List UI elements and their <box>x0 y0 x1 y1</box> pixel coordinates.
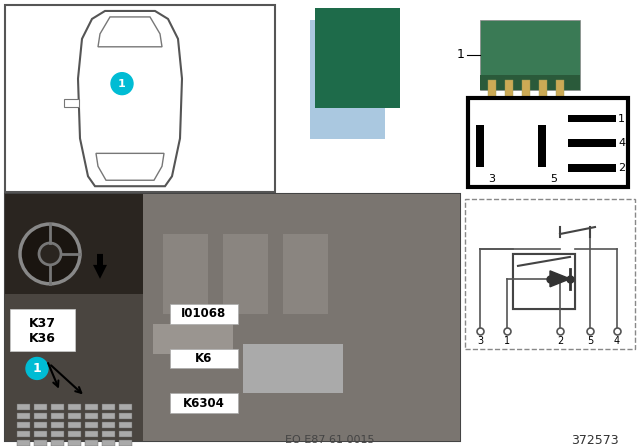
Polygon shape <box>550 271 570 287</box>
Text: 4: 4 <box>614 336 620 345</box>
Bar <box>102 413 115 419</box>
Text: 4: 4 <box>618 138 625 148</box>
Text: 1: 1 <box>457 48 465 61</box>
Bar <box>119 404 132 410</box>
Bar <box>68 413 81 419</box>
Bar <box>5 194 460 441</box>
Bar <box>17 440 30 446</box>
Text: 2: 2 <box>557 336 563 345</box>
Bar <box>10 309 75 350</box>
Bar <box>102 404 115 410</box>
Bar <box>315 8 400 108</box>
Bar <box>68 431 81 437</box>
Bar <box>85 413 98 419</box>
Bar <box>556 80 564 99</box>
Bar <box>34 431 47 437</box>
Bar <box>538 125 546 167</box>
Bar <box>568 139 616 147</box>
Polygon shape <box>98 17 162 47</box>
Bar <box>5 294 143 441</box>
Bar <box>5 194 143 294</box>
Text: 1: 1 <box>33 362 42 375</box>
Bar <box>17 422 30 428</box>
Text: 1: 1 <box>618 113 625 124</box>
Text: EO E87 61 0015: EO E87 61 0015 <box>285 435 375 445</box>
Circle shape <box>111 73 133 95</box>
Bar <box>68 422 81 428</box>
Bar <box>51 422 64 428</box>
Bar <box>568 164 616 172</box>
Bar <box>480 20 580 90</box>
Bar <box>170 304 238 323</box>
Polygon shape <box>78 11 182 186</box>
Bar <box>465 199 635 349</box>
Bar <box>85 422 98 428</box>
Bar <box>119 413 132 419</box>
Text: K36: K36 <box>29 332 56 345</box>
Bar <box>51 440 64 446</box>
Bar <box>513 254 575 309</box>
Bar <box>170 393 238 413</box>
Bar <box>102 422 115 428</box>
Bar <box>568 115 616 122</box>
Bar <box>102 431 115 437</box>
Bar <box>119 422 132 428</box>
Bar <box>223 234 268 314</box>
Text: 5: 5 <box>587 336 593 345</box>
Bar <box>68 440 81 446</box>
Bar <box>17 404 30 410</box>
Bar <box>34 413 47 419</box>
Text: K37: K37 <box>29 317 56 330</box>
Bar <box>34 440 47 446</box>
Bar <box>143 194 460 441</box>
Text: K6304: K6304 <box>183 397 225 410</box>
Bar <box>34 422 47 428</box>
Text: 3: 3 <box>477 336 483 345</box>
Bar <box>34 404 47 410</box>
Polygon shape <box>93 254 107 279</box>
Bar <box>51 404 64 410</box>
Bar <box>243 344 343 393</box>
Bar <box>283 234 328 314</box>
Bar <box>488 80 496 99</box>
Bar <box>51 431 64 437</box>
Bar <box>102 440 115 446</box>
Bar <box>505 80 513 99</box>
Text: K6: K6 <box>195 352 212 365</box>
Bar <box>64 99 79 107</box>
Text: I01068: I01068 <box>181 307 227 320</box>
Bar <box>163 234 208 314</box>
Text: 1: 1 <box>118 79 126 89</box>
Bar <box>85 431 98 437</box>
Bar <box>480 75 580 90</box>
Bar <box>119 431 132 437</box>
Bar <box>51 413 64 419</box>
Bar <box>17 431 30 437</box>
Text: 1: 1 <box>504 336 510 345</box>
Bar <box>539 80 547 99</box>
Text: 5: 5 <box>550 174 557 184</box>
Bar <box>85 404 98 410</box>
Circle shape <box>26 358 48 379</box>
Bar <box>170 349 238 368</box>
Bar <box>522 80 530 99</box>
Text: 2: 2 <box>618 163 625 173</box>
Bar <box>68 404 81 410</box>
Bar <box>5 5 275 192</box>
Circle shape <box>20 224 80 284</box>
Text: 3: 3 <box>488 174 495 184</box>
Text: 372573: 372573 <box>571 434 619 447</box>
Bar <box>310 20 385 139</box>
Bar <box>153 323 233 353</box>
Polygon shape <box>96 153 164 180</box>
Bar <box>17 413 30 419</box>
Bar <box>468 98 628 187</box>
Bar <box>476 125 484 167</box>
Bar <box>513 254 575 309</box>
Bar <box>85 440 98 446</box>
Circle shape <box>39 243 61 265</box>
Bar <box>119 440 132 446</box>
